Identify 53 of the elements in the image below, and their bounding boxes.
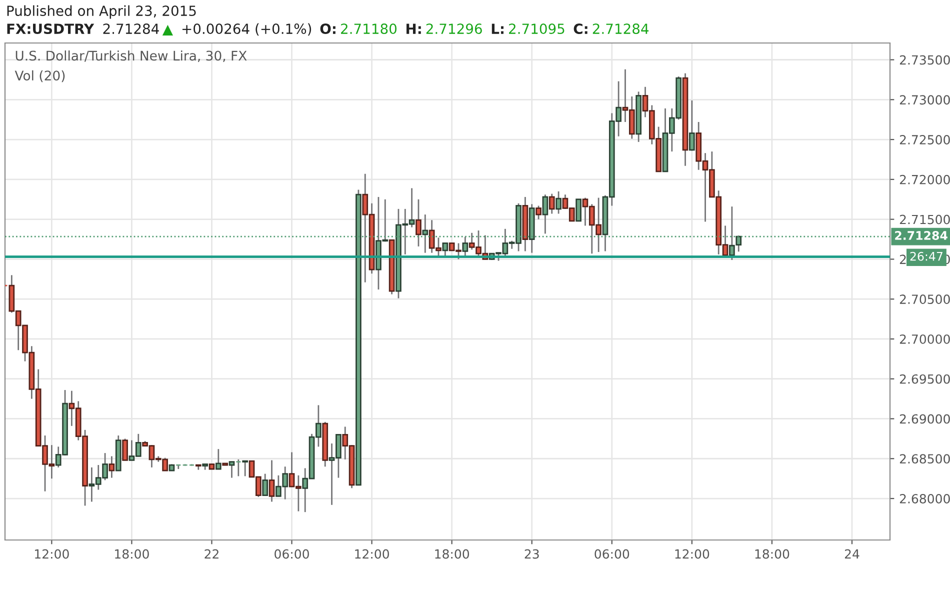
y-tick-label: 2.70500: [900, 294, 950, 304]
candlestick: [416, 198, 422, 248]
candlestick: [548, 193, 555, 214]
x-tick-label: 06:00: [274, 549, 309, 559]
text: ▲: [162, 24, 174, 36]
candlestick: [262, 473, 268, 496]
text: C:: [574, 24, 588, 34]
y-tick-label: 2.72500: [900, 135, 950, 144]
y-tick-label: 2.68000: [900, 494, 950, 504]
x-tick-label: 12:00: [675, 549, 710, 559]
text: H:: [406, 24, 421, 34]
text: 2.71180: [341, 24, 397, 34]
y-tick-label: 2.73000: [900, 95, 950, 105]
y-tick-label: 2.71500: [900, 214, 950, 224]
x-tick-label: 18:00: [755, 549, 790, 559]
x-tick-label: 22: [204, 549, 218, 559]
y-tick-label: 2.70000: [900, 334, 950, 344]
text: L:: [492, 24, 504, 34]
text: 2.71296: [426, 24, 482, 34]
y-tick-label: 2.73500: [900, 55, 950, 65]
x-tick-label: 23: [524, 549, 539, 559]
candlestick: [689, 100, 695, 152]
text: U.S. Dollar/Turkish New Lira, 30, FX: [16, 50, 247, 62]
y-tick-label: 2.72000: [900, 174, 950, 184]
text: 2.71284: [103, 24, 159, 34]
candlestick: [122, 438, 128, 461]
text: O:: [320, 24, 336, 34]
x-tick-label: 24: [844, 549, 860, 559]
candlestick: [215, 448, 222, 470]
y-tick-label: 2.68500: [900, 454, 950, 464]
x-tick-label: 18:00: [115, 549, 149, 559]
candlestick: [576, 198, 582, 222]
x-tick-label: 18:00: [435, 549, 470, 559]
candlestick: [462, 236, 468, 258]
candlestick: [536, 205, 542, 220]
candlestick: [108, 456, 115, 478]
candlestick: [542, 194, 548, 234]
x-tick-label: 12:00: [35, 549, 69, 559]
x-tick-label: 12:00: [355, 549, 389, 559]
candlestick: [556, 190, 562, 214]
text: 2.71095: [509, 24, 564, 34]
text: FX:USDTRY: [7, 24, 94, 34]
candlestick: [442, 242, 448, 258]
text: 2.71284: [592, 24, 649, 34]
ref-line-label: 2.71284: [895, 231, 948, 240]
text: Published on April 23, 2015: [7, 5, 196, 19]
text: +0.00264 (+0.1%): [182, 23, 312, 36]
y-tick-label: 2.69500: [900, 374, 950, 384]
x-tick-label: 06:00: [594, 549, 630, 559]
text: Vol (20): [14, 70, 65, 82]
candlestick: [268, 460, 275, 502]
y-tick-label: 2.69000: [900, 414, 950, 424]
candlestick: [422, 214, 428, 254]
